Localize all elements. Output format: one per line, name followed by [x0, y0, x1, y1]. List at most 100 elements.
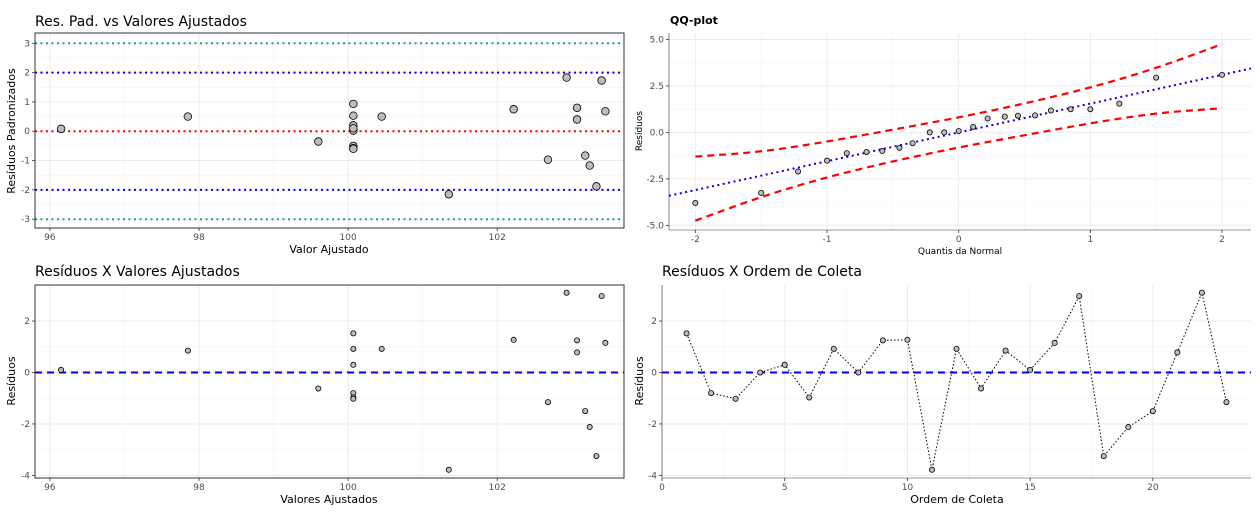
- p4-title: Resíduos X Ordem de Coleta: [662, 264, 862, 280]
- p2-xtick-label: 0: [956, 235, 962, 245]
- p2-point: [941, 129, 948, 136]
- p1-point: [562, 73, 571, 82]
- p2-xtick-label: 1: [1087, 235, 1093, 245]
- p4-ylabel: Resíduos: [633, 356, 646, 405]
- p4-point: [757, 369, 764, 376]
- p2-point: [843, 150, 850, 157]
- p1-point: [581, 151, 590, 160]
- p3-point: [378, 345, 385, 352]
- p1-point: [601, 107, 610, 116]
- p3-point: [574, 349, 581, 356]
- p3-title: Resíduos X Valores Ajustados: [35, 264, 240, 280]
- p3-point: [582, 408, 589, 415]
- p3-point: [510, 336, 517, 343]
- p1-xtick-label: 96: [44, 233, 56, 243]
- p4-xtick-label: 20: [1147, 483, 1159, 493]
- p4-ytick-label: 2: [651, 317, 657, 327]
- p3-point: [602, 339, 609, 346]
- p2-point: [1219, 71, 1226, 78]
- p2-point: [1032, 112, 1039, 119]
- p1-frame: [34, 32, 625, 229]
- p2-xtick-label: -2: [691, 235, 700, 245]
- p2-point: [984, 115, 991, 122]
- p2-xlabel: Quantis da Normal: [918, 247, 1002, 257]
- p3-point: [350, 361, 357, 368]
- p2-ytick-label: 5.0: [650, 36, 665, 46]
- p1-point: [572, 115, 582, 124]
- p2-point: [824, 157, 831, 164]
- p3-ytick-label: 2: [24, 317, 30, 327]
- p1-xtick-label: 100: [340, 233, 357, 243]
- p4-point: [1076, 293, 1083, 300]
- p4-point: [904, 336, 911, 343]
- p1-point: [509, 105, 518, 114]
- p3-grid: [35, 285, 624, 478]
- p2-point: [1047, 107, 1054, 114]
- p4-point: [1100, 453, 1107, 460]
- p1-point: [572, 103, 582, 112]
- p4-grid: [661, 285, 1251, 478]
- p2-point: [758, 189, 765, 196]
- p4-point: [830, 345, 837, 352]
- p4-point: [1125, 424, 1132, 431]
- p3-plot: 96 98 100 102 -4 -2 0 2: [21, 284, 625, 493]
- p1-point: [377, 112, 386, 121]
- p4-point: [1051, 339, 1058, 346]
- p2-ytick-label: 0.0: [650, 128, 665, 138]
- p3-point: [598, 293, 605, 300]
- p2-band-upper: [695, 43, 1223, 158]
- p1-ytick-label: 1: [24, 98, 30, 108]
- p2-grid: [669, 33, 1251, 230]
- p4-point: [708, 390, 715, 397]
- p2-xtick-label: -1: [823, 235, 832, 245]
- p1-point: [597, 76, 606, 85]
- p2-band-lower: [694, 107, 1223, 222]
- p4-point: [1174, 349, 1181, 356]
- p3-xtick-label: 100: [340, 483, 357, 493]
- p4-point: [953, 345, 960, 352]
- p1-xlabel: Valor Ajustado: [289, 243, 369, 256]
- p2-point: [795, 168, 802, 175]
- p3-point: [350, 345, 357, 352]
- p1-point: [314, 137, 323, 146]
- p2-title: QQ-plot: [670, 14, 718, 27]
- p2-point: [896, 144, 903, 151]
- p2-point: [955, 128, 962, 135]
- p3-point: [184, 347, 191, 354]
- p3-xtick-label: 102: [489, 483, 506, 493]
- p2-xtick-label: 2: [1219, 235, 1225, 245]
- p4-point: [855, 369, 862, 376]
- p1-title: Res. Pad. vs Valores Ajustados: [35, 14, 247, 30]
- p3-xtick-label: 98: [193, 483, 205, 493]
- p1-ytick-label: -2: [21, 186, 30, 196]
- p1-ytick-label: 0: [24, 127, 30, 137]
- p1-point: [592, 182, 601, 191]
- p1-ytick-label: 3: [24, 39, 30, 49]
- p2-point: [692, 200, 699, 207]
- p4-ytick-label: 0: [651, 368, 657, 378]
- p3-point: [563, 289, 570, 296]
- p2-plot: -2 -1 0 1 2 -5.0 -2.5 0.0 2.5 5.0: [646, 33, 1252, 245]
- p4-series-line: [686, 291, 1227, 470]
- p4-xtick-label: 0: [659, 483, 665, 493]
- p2-ytick-label: -2.5: [646, 175, 664, 185]
- p1-ytick-label: 2: [24, 69, 30, 79]
- p2-point: [863, 148, 870, 155]
- p3-ytick-label: 0: [24, 368, 30, 378]
- p2-point: [970, 123, 977, 130]
- p3-point: [350, 330, 357, 337]
- p3-point: [58, 366, 65, 373]
- p4-point: [1223, 399, 1230, 406]
- p3-point: [574, 337, 581, 344]
- p3-ytick-label: -4: [21, 471, 30, 481]
- p3-ytick-label: -2: [21, 420, 30, 430]
- p3-point: [315, 385, 322, 392]
- p2-point: [1116, 100, 1123, 107]
- p2-point: [879, 148, 886, 155]
- p4-xtick-label: 10: [902, 483, 914, 493]
- p3-point: [593, 453, 600, 460]
- p4-point: [1198, 289, 1205, 296]
- p3-point: [544, 399, 551, 406]
- p3-ylabel: Resíduos: [5, 356, 18, 405]
